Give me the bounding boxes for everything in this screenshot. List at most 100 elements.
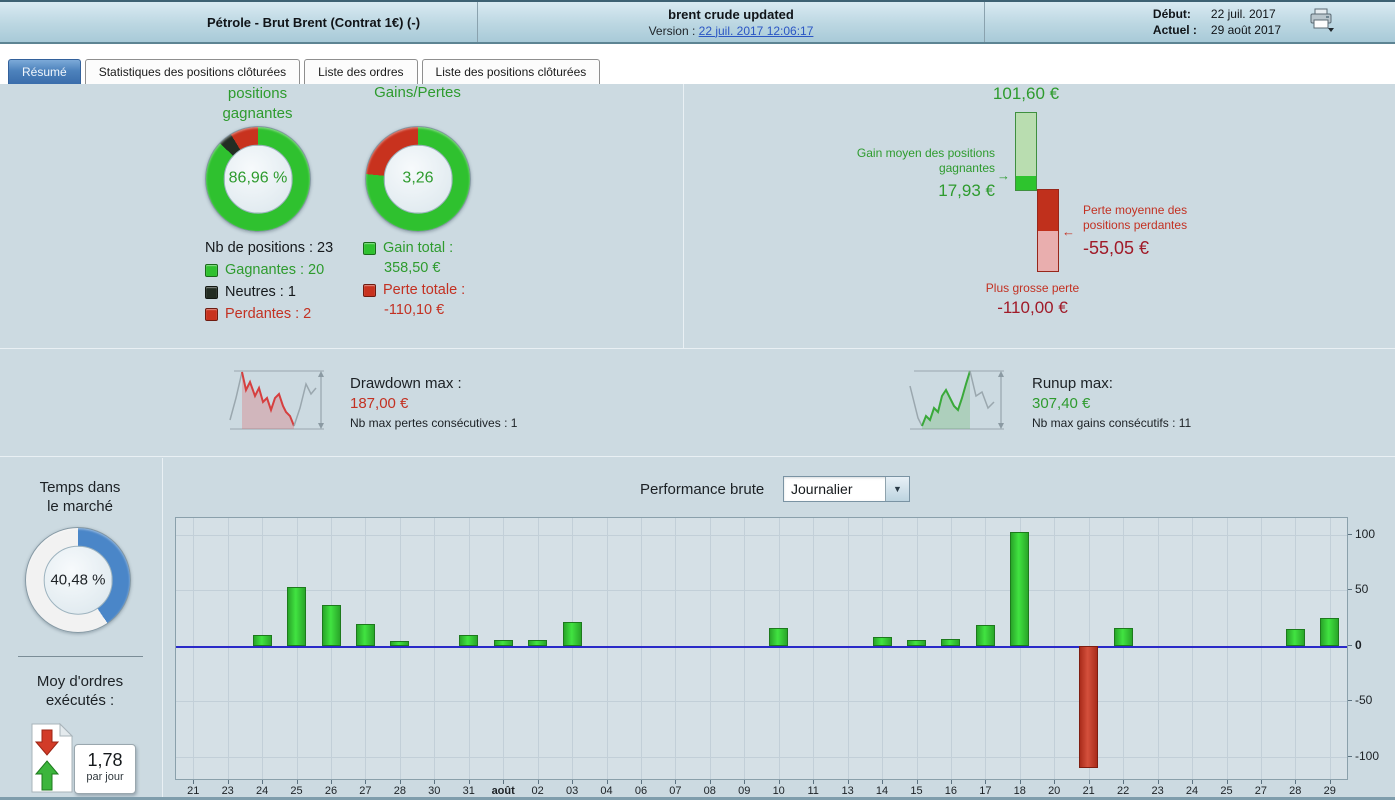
- daily-gain-bar: [1285, 629, 1305, 646]
- avg-loss-value: -55,05 €: [1083, 238, 1150, 258]
- gridline-vertical: [227, 518, 229, 779]
- tab-resume[interactable]: Résumé: [8, 59, 81, 84]
- gains-legend: Gain total : 358,50 € Perte totale : -11…: [363, 240, 523, 324]
- x-axis-label: 27: [359, 785, 372, 797]
- version-label: Version :: [648, 23, 696, 38]
- daily-gain-bar: [872, 636, 892, 646]
- x-axis-label: 26: [324, 785, 338, 797]
- x-axis-label: 28: [393, 785, 407, 797]
- y-axis-label: -100: [1355, 748, 1380, 763]
- winning-positions-donut: 86,96 %: [205, 126, 311, 232]
- left-panel-divider: [18, 656, 143, 657]
- avg-loss-segment: [1038, 190, 1058, 231]
- loss-total-label: Perte totale :: [383, 282, 466, 298]
- x-axis-label: 22: [1116, 785, 1130, 797]
- x-axis-label: 29: [1323, 785, 1336, 797]
- daily-gain-bar: [252, 634, 272, 646]
- drawdown-icon: [229, 370, 324, 430]
- separator-bottom: [0, 456, 1395, 457]
- tab-liste-positions[interactable]: Liste des positions clôturées: [421, 59, 601, 84]
- daily-gain-bar: [907, 640, 926, 646]
- neutral-swatch: [205, 285, 218, 299]
- biggest-loss-label: Plus grosse perte: [985, 281, 1080, 295]
- gridline-vertical: [778, 518, 780, 779]
- date-range: Début: 22 juil. 2017 Actuel : 29 août 20…: [1153, 7, 1281, 37]
- top-section-divider: [683, 84, 684, 348]
- max-consecutive-gains: Nb max gains consécutifs : 11: [1032, 416, 1192, 430]
- x-axis-label: 09: [738, 785, 751, 797]
- daily-gain-bar: [390, 641, 410, 646]
- x-axis-label: 31: [462, 785, 475, 797]
- version-link[interactable]: 22 juil. 2017 12:06:17: [698, 23, 814, 38]
- bottom-section-divider: [162, 458, 163, 797]
- daily-gain-bar: [1113, 628, 1133, 646]
- gridline-vertical: [1226, 518, 1228, 779]
- gridline-horizontal: [176, 701, 1347, 703]
- gridline-horizontal: [176, 590, 1347, 592]
- gridline-vertical: [709, 518, 711, 779]
- gridline-vertical: [916, 518, 918, 779]
- gain-total-swatch: [363, 241, 376, 255]
- gain-total-label: Gain total :: [383, 240, 454, 256]
- gridline-vertical: [641, 518, 642, 779]
- tab-liste-ordres[interactable]: Liste des ordres: [304, 59, 418, 84]
- avg-gain-segment: [1016, 176, 1036, 190]
- max-consecutive-losses: Nb max pertes consécutives : 1: [350, 416, 518, 430]
- gridline-vertical: [813, 518, 815, 779]
- time-in-market-value: 40,48 %: [50, 571, 106, 589]
- performance-label: Performance brute: [640, 481, 765, 498]
- x-axis-label: 11: [807, 785, 819, 797]
- gridline-vertical: [537, 518, 539, 779]
- x-axis-label: 24: [255, 785, 269, 797]
- gridline-vertical: [675, 518, 677, 779]
- orders-title: Moy d'ordres exécutés :: [36, 673, 124, 709]
- x-axis-label: 15: [910, 785, 923, 797]
- winning-positions-title: positions gagnantes: [222, 85, 293, 122]
- gridline-vertical: [503, 518, 505, 779]
- x-axis-label: 10: [772, 785, 785, 797]
- separator-top: [0, 348, 1395, 349]
- start-label: Début:: [1152, 7, 1191, 21]
- print-icon[interactable]: [1309, 8, 1335, 37]
- gains-losses-value: 3,26: [402, 170, 434, 187]
- daily-gain-bar: [769, 628, 789, 646]
- gridline-horizontal: [176, 534, 1347, 536]
- daily-gain-bar: [528, 640, 548, 646]
- positions-count: Nb de positions : 23: [205, 240, 334, 256]
- current-date: 29 août 2017: [1210, 23, 1281, 37]
- y-axis-label: -50: [1355, 693, 1373, 708]
- gridline-vertical: [193, 518, 195, 779]
- gains-losses-title: Gains/Pertes: [374, 84, 461, 101]
- daily-gain-bar: [493, 640, 513, 646]
- tab-statistiques-positions[interactable]: Statistiques des positions clôturées: [84, 59, 301, 84]
- gain-bar: [1015, 112, 1037, 191]
- winning-swatch: [205, 263, 218, 277]
- period-select[interactable]: Journalier ▼: [783, 476, 910, 502]
- x-axis-label: 25: [1220, 785, 1233, 797]
- losing-swatch: [205, 307, 218, 321]
- drawdown-label: Drawdown max :: [350, 375, 462, 392]
- orders-icon: [31, 722, 74, 793]
- version-row: Version : 22 juil. 2017 12:06:17: [649, 24, 814, 38]
- x-axis-labels: 21 23 24 25 26 27 28 30 31 août 02 03 04 06 07 08 09 10 11…: [176, 785, 1347, 799]
- header-bar: Pétrole - Brut Brent (Contrat 1€) (-) br…: [0, 0, 1395, 44]
- time-in-market-donut: 40,48 %: [25, 527, 131, 633]
- x-axis-label: 08: [703, 785, 716, 797]
- x-axis-label: 20: [1048, 785, 1061, 797]
- y-axis-label: 0: [1355, 637, 1362, 652]
- daily-gain-bar: [975, 624, 995, 646]
- gridline-vertical: [1260, 518, 1262, 779]
- y-axis-labels: 100 50 0 -50 -100: [1348, 517, 1395, 780]
- x-axis-label: 24: [1185, 785, 1199, 797]
- x-axis-label: 06: [634, 785, 648, 797]
- gridline-vertical: [262, 518, 264, 779]
- bottom-edge: [0, 797, 1395, 800]
- x-axis-label: 17: [979, 785, 992, 797]
- chevron-down-icon: ▼: [885, 477, 909, 501]
- gridline-vertical: [882, 518, 883, 779]
- gridline-vertical: [1019, 518, 1021, 779]
- gridline-vertical: [365, 518, 367, 779]
- start-date: 22 juil. 2017: [1210, 7, 1276, 21]
- gridline-vertical: [1329, 518, 1331, 779]
- daily-gain-bar: [459, 634, 479, 646]
